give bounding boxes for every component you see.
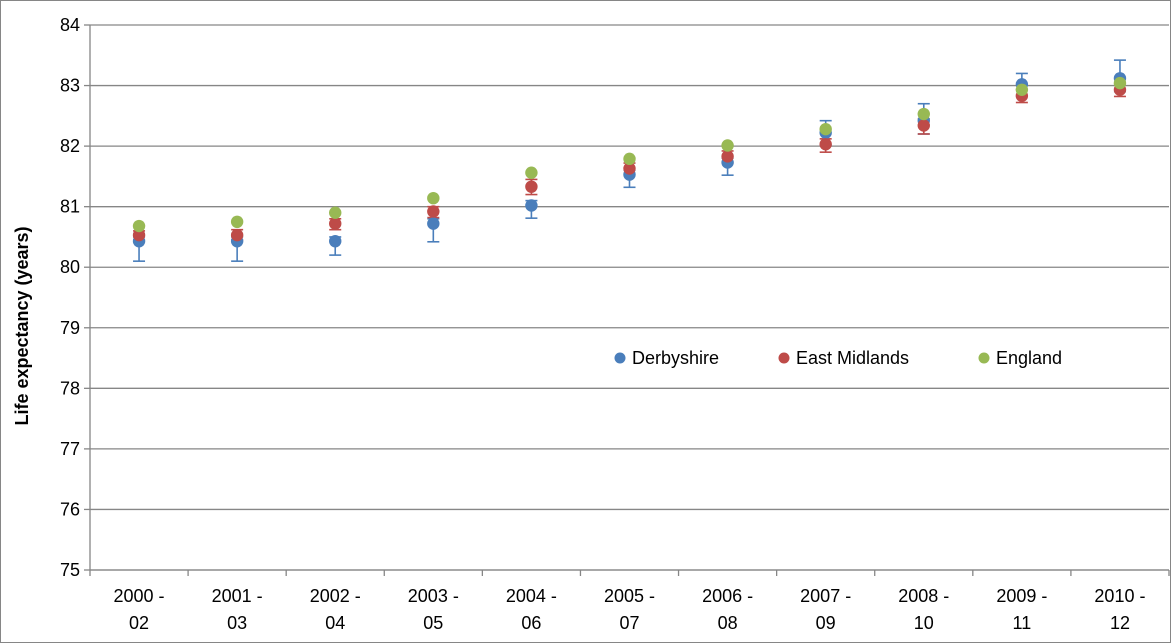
point-england (1113, 76, 1127, 90)
x-tick-label: 2002 - 04 (310, 586, 361, 633)
x-tick-label-line: 12 (1110, 613, 1130, 633)
point-derbyshire (525, 199, 538, 212)
legend-item-derbyshire: Derbyshire (614, 348, 719, 368)
point-east-midlands (819, 138, 832, 151)
point-england (623, 152, 636, 166)
x-tick-label-line: 2008 - (898, 586, 949, 606)
x-tick-label: 2001 - 03 (212, 586, 263, 633)
x-tick-label-line: 03 (227, 613, 247, 633)
x-tick-label: 2007 - 09 (800, 586, 851, 633)
x-tick-label-line: 2002 - (310, 586, 361, 606)
x-tick-label-line: 2001 - (212, 586, 263, 606)
x-tick-label: 2009 - 11 (996, 586, 1047, 633)
x-tick-label-line: 2004 - (506, 586, 557, 606)
point-england (427, 191, 440, 205)
y-tick-label: 83 (60, 76, 80, 96)
point-east-midlands (230, 228, 244, 242)
y-tick-label: 80 (60, 257, 80, 277)
x-tick-labels: 2000 - 02 2001 - 03 2002 - 04 2003 - 05 2004 - 06… (114, 586, 1146, 633)
legend-marker (778, 352, 790, 364)
y-tick-label: 77 (60, 439, 80, 459)
y-tick-label: 81 (60, 197, 80, 217)
x-tick-label-line: 08 (718, 613, 738, 633)
x-tick-label-line: 07 (619, 613, 639, 633)
x-tick-label-line: 2007 - (800, 586, 851, 606)
point-east-midlands (721, 150, 734, 163)
x-tick-label-line: 2000 - (114, 586, 165, 606)
point-england (819, 122, 832, 136)
point-england (1015, 83, 1029, 96)
point-england (230, 215, 244, 229)
gridlines (90, 24, 1169, 571)
legend: Derbyshire East Midlands England (614, 348, 1062, 368)
x-tick-label: 2008 - 10 (898, 586, 949, 633)
x-tick-label-line: 04 (325, 613, 345, 633)
legend-label: England (996, 348, 1062, 368)
legend-marker (978, 352, 990, 364)
x-tick-label: 2004 - 06 (506, 586, 557, 633)
legend-item-east-midlands: East Midlands (778, 348, 909, 368)
x-tick-label: 2006 - 08 (702, 586, 753, 633)
point-east-midlands (427, 205, 440, 218)
y-tick-label: 75 (60, 560, 80, 580)
x-tick-label: 2010 - 12 (1094, 586, 1145, 633)
x-tick-label: 2005 - 07 (604, 586, 655, 633)
legend-label: Derbyshire (632, 348, 719, 368)
axes (84, 24, 1170, 576)
y-tick-labels: 75 76 77 78 79 80 81 82 83 84 (60, 15, 80, 580)
x-tick-label-line: 2005 - (604, 586, 655, 606)
point-east-midlands (329, 217, 342, 230)
x-tick-label-line: 10 (914, 613, 934, 633)
x-tick-label: 2003 - 05 (408, 586, 459, 633)
point-derbyshire (427, 217, 440, 230)
x-tick-label-line: 2010 - (1094, 586, 1145, 606)
y-tick-label: 78 (60, 378, 80, 398)
x-tick-label-line: 05 (423, 613, 443, 633)
x-tick-label-line: 2003 - (408, 586, 459, 606)
point-east-midlands (525, 180, 538, 193)
point-east-midlands (623, 162, 636, 175)
point-england (132, 219, 146, 233)
point-england (721, 139, 734, 152)
x-tick-label-line: 06 (521, 613, 541, 633)
x-tick-label-line: 11 (1013, 613, 1032, 633)
y-axis-title: Life expectancy (years) (12, 226, 32, 425)
y-tick-label: 82 (60, 136, 80, 156)
y-tick-label: 79 (60, 318, 80, 338)
x-tick-label-line: 2006 - (702, 586, 753, 606)
point-england (525, 166, 538, 179)
point-england (917, 107, 930, 121)
point-derbyshire (329, 234, 342, 248)
legend-marker (614, 352, 626, 364)
y-tick-label: 84 (60, 15, 80, 35)
x-tick-label-line: 09 (816, 613, 836, 633)
x-tick-label: 2000 - 02 (114, 586, 165, 633)
point-east-midlands (132, 228, 146, 242)
data-points (132, 72, 1127, 248)
x-tick-label-line: 2009 - (996, 586, 1047, 606)
y-tick-label: 76 (60, 499, 80, 519)
x-tick-label-line: 02 (129, 613, 149, 633)
legend-item-england: England (978, 348, 1062, 368)
legend-label: East Midlands (796, 348, 909, 368)
point-england (329, 206, 342, 219)
point-east-midlands (917, 119, 930, 132)
